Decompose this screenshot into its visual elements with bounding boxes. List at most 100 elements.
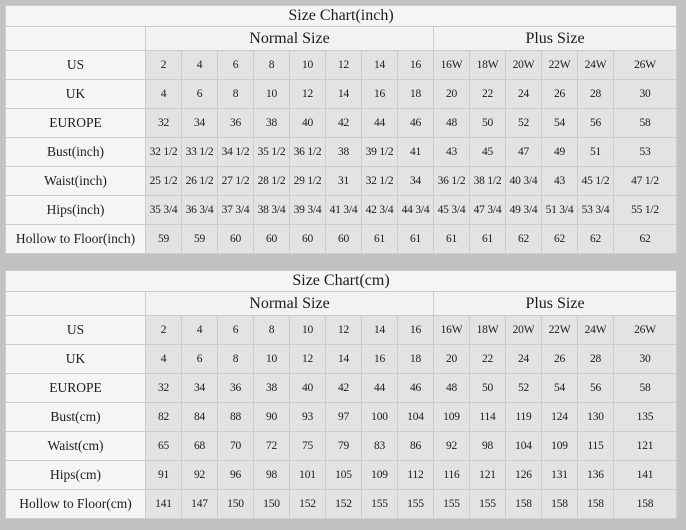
value-cell: 37 3/4 [217, 195, 254, 225]
value-cell: 52 [505, 373, 542, 403]
value-cell: 38 1/2 [469, 166, 506, 196]
value-cell: 12 [289, 344, 326, 374]
value-cell: 20 [433, 79, 470, 109]
table-row: Waist(inch) 25 1/2 26 1/2 27 1/2 28 1/2 29 1/… [5, 166, 677, 196]
value-cell: 35 3/4 [145, 195, 182, 225]
value-cell: 60 [289, 224, 326, 254]
value-cell: 53 3/4 [577, 195, 614, 225]
value-cell: 109 [361, 460, 398, 490]
value-cell: 12 [325, 50, 362, 80]
value-cell: 8 [253, 315, 290, 345]
value-cell: 51 3/4 [541, 195, 578, 225]
value-cell: 18W [469, 315, 506, 345]
table-row: Hips(inch) 35 3/4 36 3/4 37 3/4 38 3/4 39 3/4… [5, 195, 677, 225]
value-cell: 70 [217, 431, 254, 461]
value-cell: 14 [361, 315, 398, 345]
table-row: UK 4 6 8 10 12 14 16 18 20 22 24 26 28 30 [5, 344, 677, 374]
value-cell: 39 1/2 [361, 137, 398, 167]
value-cell: 18 [397, 79, 434, 109]
group-header-row: Normal Size Plus Size [5, 291, 677, 316]
value-cell: 38 [253, 108, 290, 138]
value-cell: 34 1/2 [217, 137, 254, 167]
table-row: US 2 4 6 8 10 12 14 16 16W 18W 20W 22W 24W 26W [5, 315, 677, 345]
value-cell: 8 [217, 344, 254, 374]
value-cell: 16 [361, 79, 398, 109]
value-cell: 34 [397, 166, 434, 196]
value-cell: 32 1/2 [361, 166, 398, 196]
value-cell: 4 [181, 315, 218, 345]
value-cell: 22W [541, 315, 578, 345]
table-title-row: Size Chart(inch) [5, 5, 677, 27]
value-cell: 155 [361, 489, 398, 519]
row-label: Waist(inch) [5, 166, 146, 196]
value-cell: 32 1/2 [145, 137, 182, 167]
value-cell: 79 [325, 431, 362, 461]
value-cell: 10 [253, 344, 290, 374]
value-cell: 26W [613, 50, 677, 80]
table-row: Waist(cm) 65 68 70 72 75 79 83 86 92 98 104 109 115 12… [5, 431, 677, 461]
value-cell: 42 [325, 373, 362, 403]
value-cell: 116 [433, 460, 470, 490]
value-cell: 29 1/2 [289, 166, 326, 196]
value-cell: 26 [541, 344, 578, 374]
group-header: Plus Size [433, 26, 677, 51]
table-row: Hollow to Floor(inch) 59 59 60 60 60 60 61 61 61 6… [5, 224, 677, 254]
value-cell: 32 [145, 108, 182, 138]
value-cell: 35 1/2 [253, 137, 290, 167]
value-cell: 22W [541, 50, 578, 80]
value-cell: 44 3/4 [397, 195, 434, 225]
value-cell: 65 [145, 431, 182, 461]
value-cell: 158 [577, 489, 614, 519]
value-cell: 32 [145, 373, 182, 403]
table-row: US 2 4 6 8 10 12 14 16 16W 18W 20W 22W 24W 26W [5, 50, 677, 80]
value-cell: 22 [469, 344, 506, 374]
row-label: Hollow to Floor(cm) [5, 489, 146, 519]
row-label: Bust(cm) [5, 402, 146, 432]
value-cell: 61 [433, 224, 470, 254]
table-title-row: Size Chart(cm) [5, 270, 677, 292]
value-cell: 155 [397, 489, 434, 519]
value-cell: 130 [577, 402, 614, 432]
value-cell: 24W [577, 50, 614, 80]
value-cell: 48 [433, 108, 470, 138]
value-cell: 24W [577, 315, 614, 345]
value-cell: 152 [325, 489, 362, 519]
row-label: US [5, 315, 146, 345]
value-cell: 14 [325, 344, 362, 374]
value-cell: 62 [541, 224, 578, 254]
value-cell: 147 [181, 489, 218, 519]
value-cell: 53 [613, 137, 677, 167]
value-cell: 38 [253, 373, 290, 403]
value-cell: 45 3/4 [433, 195, 470, 225]
value-cell: 86 [397, 431, 434, 461]
value-cell: 50 [469, 373, 506, 403]
group-header: Plus Size [433, 291, 677, 316]
value-cell: 45 1/2 [577, 166, 614, 196]
value-cell: 16 [397, 315, 434, 345]
value-cell: 68 [181, 431, 218, 461]
value-cell: 36 1/2 [289, 137, 326, 167]
row-label: EUROPE [5, 108, 146, 138]
value-cell: 4 [145, 79, 182, 109]
value-cell: 72 [253, 431, 290, 461]
value-cell: 25 1/2 [145, 166, 182, 196]
value-cell: 18W [469, 50, 506, 80]
value-cell: 121 [613, 431, 677, 461]
table-row: UK 4 6 8 10 12 14 16 18 20 22 24 26 28 30 [5, 79, 677, 109]
value-cell: 150 [217, 489, 254, 519]
value-cell: 61 [361, 224, 398, 254]
value-cell: 20W [505, 315, 542, 345]
value-cell: 45 [469, 137, 506, 167]
value-cell: 10 [253, 79, 290, 109]
value-cell: 49 3/4 [505, 195, 542, 225]
value-cell: 104 [505, 431, 542, 461]
value-cell: 4 [181, 50, 218, 80]
value-cell: 43 [433, 137, 470, 167]
value-cell: 16W [433, 50, 470, 80]
value-cell: 135 [613, 402, 677, 432]
value-cell: 2 [145, 50, 182, 80]
value-cell: 93 [289, 402, 326, 432]
value-cell: 136 [577, 460, 614, 490]
value-cell: 40 [289, 373, 326, 403]
value-cell: 36 3/4 [181, 195, 218, 225]
